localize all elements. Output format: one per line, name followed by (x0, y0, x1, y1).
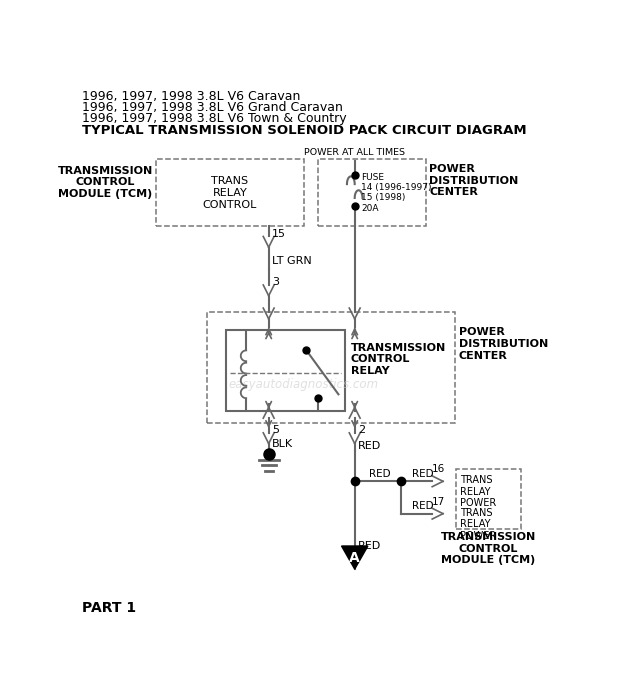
Text: RED: RED (358, 541, 381, 551)
Text: TRANS
RELAY
CONTROL: TRANS RELAY CONTROL (203, 176, 257, 209)
Text: RED: RED (412, 501, 434, 511)
Text: 2: 2 (358, 425, 365, 435)
Text: LT GRN: LT GRN (272, 256, 311, 266)
Text: easyautodiagnostics.com: easyautodiagnostics.com (229, 378, 378, 391)
Bar (208, 312, 455, 423)
Text: 15: 15 (272, 229, 286, 239)
Text: TRANS
RELAY
POWER: TRANS RELAY POWER (460, 475, 496, 508)
Bar (456, 469, 520, 529)
Text: TRANSMISSION
CONTROL
MODULE (TCM): TRANSMISSION CONTROL MODULE (TCM) (441, 532, 536, 566)
Polygon shape (342, 546, 368, 569)
Bar (156, 160, 303, 227)
Text: 5: 5 (272, 425, 279, 435)
Text: RED: RED (369, 469, 391, 479)
Text: RED: RED (358, 441, 381, 451)
Text: TRANSMISSION
CONTROL
RELAY: TRANSMISSION CONTROL RELAY (351, 343, 446, 376)
Text: TYPICAL TRANSMISSION SOLENOID PACK CIRCUIT DIAGRAM: TYPICAL TRANSMISSION SOLENOID PACK CIRCU… (82, 124, 527, 137)
Text: 1996, 1997, 1998 3.8L V6 Town & Country: 1996, 1997, 1998 3.8L V6 Town & Country (82, 112, 347, 125)
Text: 17: 17 (431, 497, 445, 507)
Text: TRANS
RELAY
POWER: TRANS RELAY POWER (460, 508, 496, 540)
Text: 1996, 1997, 1998 3.8L V6 Caravan: 1996, 1997, 1998 3.8L V6 Caravan (82, 90, 300, 103)
Text: PART 1: PART 1 (82, 601, 136, 615)
Text: FUSE
14 (1996-1997)
15 (1998)
20A: FUSE 14 (1996-1997) 15 (1998) 20A (361, 173, 431, 213)
Text: 16: 16 (431, 464, 445, 475)
Text: POWER AT ALL TIMES: POWER AT ALL TIMES (304, 148, 405, 157)
Text: 3: 3 (272, 277, 279, 287)
Text: POWER
DISTRIBUTION
CENTER: POWER DISTRIBUTION CENTER (429, 164, 519, 197)
Text: A: A (349, 550, 360, 564)
Text: POWER
DISTRIBUTION
CENTER: POWER DISTRIBUTION CENTER (459, 328, 548, 360)
Text: RED: RED (412, 469, 434, 479)
Bar (318, 160, 426, 227)
Text: BLK: BLK (272, 440, 293, 449)
Text: 1996, 1997, 1998 3.8L V6 Grand Caravan: 1996, 1997, 1998 3.8L V6 Grand Caravan (82, 101, 343, 114)
Text: TRANSMISSION
CONTROL
MODULE (TCM): TRANSMISSION CONTROL MODULE (TCM) (58, 166, 153, 199)
Bar (226, 330, 345, 412)
